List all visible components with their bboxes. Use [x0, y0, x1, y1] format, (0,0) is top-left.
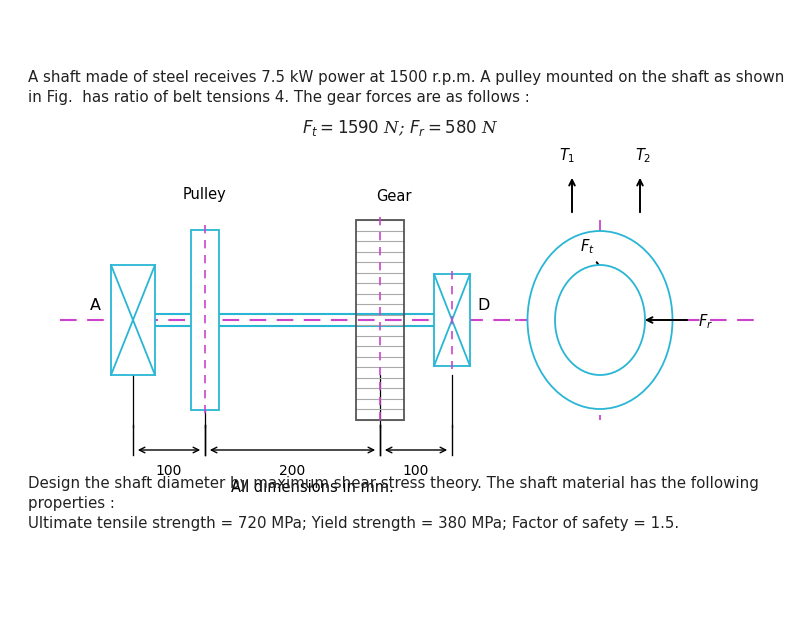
- Text: Gear: Gear: [376, 189, 412, 204]
- Text: A: A: [90, 297, 101, 312]
- Text: Pulley: Pulley: [183, 187, 227, 202]
- Text: 100: 100: [403, 464, 429, 478]
- Bar: [191, 230, 219, 410]
- Text: D: D: [478, 297, 490, 312]
- Text: in Fig.  has ratio of belt tensions 4. The gear forces are as follows :: in Fig. has ratio of belt tensions 4. Th…: [28, 90, 530, 105]
- Text: properties :: properties :: [28, 496, 115, 511]
- Text: $F_t = 1590$ N; $F_r = 580$ N: $F_t = 1590$ N; $F_r = 580$ N: [302, 118, 498, 138]
- Text: 100: 100: [156, 464, 182, 478]
- Text: Ultimate tensile strength = 720 MPa; Yield strength = 380 MPa; Factor of safety : Ultimate tensile strength = 720 MPa; Yie…: [28, 516, 679, 531]
- Bar: [434, 274, 470, 366]
- Text: 200: 200: [279, 464, 306, 478]
- Bar: [111, 265, 155, 375]
- Ellipse shape: [527, 231, 673, 409]
- Text: $T_1$: $T_1$: [558, 147, 575, 165]
- Text: A shaft made of steel receives 7.5 kW power at 1500 r.p.m. A pulley mounted on t: A shaft made of steel receives 7.5 kW po…: [28, 70, 784, 85]
- Text: $T_2$: $T_2$: [635, 147, 651, 165]
- Text: All dimensions in mm.: All dimensions in mm.: [231, 480, 394, 495]
- Bar: [356, 220, 404, 420]
- Text: $F_r$: $F_r$: [698, 312, 713, 332]
- Ellipse shape: [555, 265, 645, 375]
- Text: $F_t$: $F_t$: [580, 237, 594, 256]
- Text: Design the shaft diameter by maximum shear stress theory. The shaft material has: Design the shaft diameter by maximum she…: [28, 476, 759, 491]
